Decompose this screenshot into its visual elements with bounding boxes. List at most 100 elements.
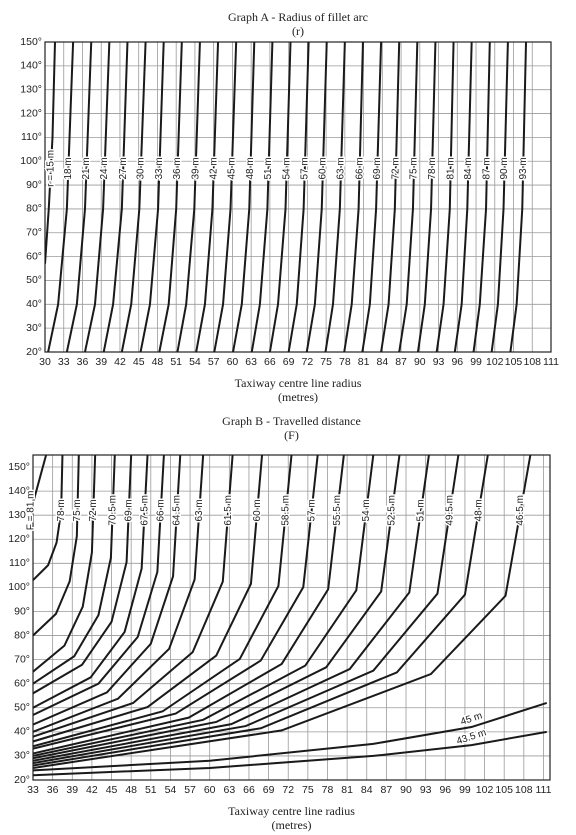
curve-label: 54 m (281, 157, 292, 179)
curve (33, 454, 401, 760)
x-tick-label: 108 (523, 356, 541, 368)
x-axis-unit: (metres) (272, 818, 312, 832)
curve (33, 454, 345, 755)
curve-label: 54 m (361, 499, 372, 521)
curve-label: 69 m (123, 499, 134, 521)
plot-frame (44, 41, 552, 353)
curve (33, 454, 133, 695)
curve-label: 18 m (63, 157, 74, 179)
x-tick-label: 84 (376, 356, 388, 368)
x-tick-label: 54 (165, 784, 177, 796)
curve-label: 49.5 m (445, 495, 456, 526)
y-tick-label: 50° (14, 702, 30, 714)
chart-title: Graph B - Travelled distance (222, 414, 361, 428)
curve-label: 60 m (318, 157, 329, 179)
x-tick-label: 99 (459, 784, 471, 796)
curve-label: 75 m (409, 157, 420, 179)
x-tick-label: 36 (47, 784, 59, 796)
curve (398, 41, 419, 352)
x-axis-title: Taxiway centre line radius (235, 376, 362, 390)
curve (509, 41, 528, 352)
curve (33, 454, 116, 685)
curve-label: 70.5 m (107, 495, 118, 526)
x-tick-label: 30 (39, 356, 51, 368)
y-tick-label: 80° (14, 629, 30, 641)
chart-subtitle: (F) (284, 428, 299, 442)
y-tick-label: 150° (8, 461, 30, 473)
curve-label: 55.5 m (332, 495, 343, 526)
chart-title: Graph A - Radius of fillet arc (228, 10, 368, 24)
y-tick-label: 110° (21, 131, 42, 143)
curve-label: 78 m (427, 157, 438, 179)
curve (102, 41, 129, 352)
x-axis-title: Taxiway centre line radius (228, 804, 355, 818)
curve-label: 27 m (118, 157, 129, 179)
curve (33, 454, 293, 748)
curve (33, 454, 375, 757)
y-tick-label: 30° (26, 322, 42, 334)
x-tick-label: 66 (264, 356, 276, 368)
curve (195, 41, 220, 352)
y-tick-label: 20° (14, 774, 30, 786)
y-tick-label: 60° (26, 250, 42, 262)
x-tick-label: 108 (515, 784, 533, 796)
x-tick-label: 57 (184, 784, 196, 796)
y-tick-label: 40° (26, 298, 42, 310)
x-tick-label: 84 (361, 784, 373, 796)
curve (84, 41, 111, 352)
curve-label: 90 m (499, 157, 510, 179)
curve (65, 41, 93, 352)
curve-label: 58.5 m (281, 495, 292, 526)
curve (120, 41, 147, 352)
x-tick-label: 105 (495, 784, 513, 796)
y-tick-label: 50° (26, 274, 42, 286)
y-tick-label: 130° (8, 509, 30, 521)
curve (33, 454, 165, 716)
curve (324, 41, 346, 352)
x-tick-label: 66 (243, 784, 255, 796)
x-tick-label: 99 (470, 356, 482, 368)
curve-label: 57 m (306, 499, 317, 521)
curve (305, 41, 328, 352)
x-tick-label: 48 (125, 784, 137, 796)
curve-label: 60 m (252, 499, 263, 521)
x-tick-label: 90 (400, 784, 412, 796)
curve-label: 52.5 m (387, 495, 398, 526)
y-tick-label: 40° (14, 726, 30, 738)
x-axis-unit: (metres) (278, 390, 318, 404)
y-tick-label: 120° (20, 107, 42, 119)
x-tick-label: 111 (535, 784, 551, 796)
x-tick-label: 93 (433, 356, 445, 368)
curve-label: 48 m (473, 499, 484, 521)
x-tick-label: 63 (245, 356, 257, 368)
curve (453, 41, 473, 352)
curve-label: 87 m (482, 157, 493, 179)
curve (213, 41, 238, 352)
curve (33, 454, 460, 765)
x-tick-label: 36 (77, 356, 89, 368)
x-tick-label: 42 (86, 784, 98, 796)
curve-label: 48 m (245, 157, 256, 179)
x-tick-label: 111 (543, 356, 559, 368)
curve (472, 41, 491, 352)
x-tick-label: 75 (320, 356, 332, 368)
x-tick-label: 42 (114, 356, 126, 368)
x-tick-label: 72 (302, 356, 314, 368)
x-tick-label: 48 (152, 356, 164, 368)
curve (139, 41, 165, 352)
curve-label: 63 m (336, 157, 347, 179)
curve-label: 33 m (154, 157, 165, 179)
x-tick-label: 54 (189, 356, 201, 368)
x-tick-label: 51 (170, 356, 182, 368)
x-tick-label: 81 (358, 356, 370, 368)
y-tick-label: 90° (26, 179, 42, 191)
y-tick-label: 70° (26, 227, 42, 239)
y-tick-label: 20° (26, 346, 42, 358)
x-tick-label: 96 (439, 784, 451, 796)
curve (33, 454, 319, 750)
x-tick-label: 72 (282, 784, 294, 796)
curve-label: 51 m (263, 157, 274, 179)
x-tick-label: 78 (322, 784, 334, 796)
curve-label: 66 m (354, 157, 365, 179)
